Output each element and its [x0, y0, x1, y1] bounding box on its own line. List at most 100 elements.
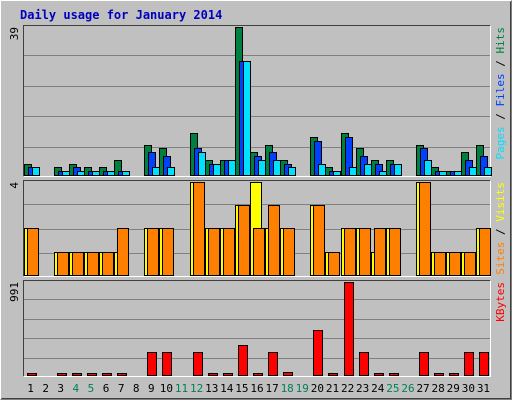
- bar-pages-day-10: [167, 167, 175, 176]
- bar-sites-day-24: [374, 228, 386, 276]
- bar-pages-day-25: [394, 164, 402, 176]
- bar-sites-day-7: [117, 228, 129, 276]
- x-tick-label: 31: [477, 382, 490, 395]
- bar-pages-day-1: [32, 167, 40, 176]
- bar-pages-day-6: [107, 171, 115, 176]
- x-tick-label: 28: [432, 382, 445, 395]
- bar-pages-day-17: [273, 160, 281, 176]
- x-tick-label: 24: [371, 382, 385, 395]
- x-tick-label: 17: [265, 382, 278, 395]
- x-tick-label: 10: [160, 382, 173, 395]
- x-tick-label: 23: [356, 382, 369, 395]
- legend-entry-4: Hits: [494, 27, 507, 54]
- y-max-label: 4: [8, 182, 21, 189]
- panel-legend: Sites / Visits: [494, 182, 507, 275]
- legend-entry-3: /: [494, 54, 507, 74]
- bar-sites-day-21: [328, 252, 340, 276]
- bar-pages-day-21: [333, 171, 341, 176]
- bar-kbytes-day-27: [419, 352, 429, 376]
- chart-panels: 39 Pages / Files / Hits 4 Sites / Visits 991…: [8, 25, 507, 377]
- panel-visits-sites: 4 Sites / Visits: [8, 180, 507, 277]
- bar-sites-day-3: [57, 252, 69, 276]
- bar-kbytes-day-7: [117, 373, 127, 376]
- bar-kbytes-day-22: [344, 282, 354, 376]
- bar-kbytes-day-9: [147, 352, 157, 376]
- panel-legend: KBytes: [494, 282, 507, 322]
- bar-kbytes-day-6: [102, 373, 112, 376]
- y-max-label: 39: [8, 27, 21, 40]
- plot-area: [23, 25, 491, 177]
- bar-kbytes-day-21: [328, 373, 338, 376]
- x-tick-label: 21: [326, 382, 339, 395]
- bar-sites-day-28: [434, 252, 446, 276]
- plot-border-highlight: [23, 180, 491, 277]
- panel-kbytes: 991 KBytes: [8, 280, 507, 377]
- bar-kbytes-day-5: [87, 373, 97, 376]
- legend-entry-0: KBytes: [494, 282, 507, 322]
- bar-pages-day-4: [77, 171, 85, 176]
- bar-sites-day-18: [283, 228, 295, 276]
- bar-kbytes-day-20: [313, 330, 323, 376]
- bar-pages-day-15: [243, 61, 251, 176]
- bar-sites-day-30: [464, 252, 476, 276]
- plot-border-shadow: [23, 25, 491, 177]
- bar-kbytes-day-12: [193, 352, 203, 376]
- bar-pages-day-14: [228, 160, 236, 176]
- bar-pages-day-20: [318, 164, 326, 176]
- x-axis-tick-labels: 1 2 3 4 5 6 7 8 9 10 11 12 13 14 15 16 17 18 19 20 21 22 23 24 2…: [27, 382, 490, 395]
- x-tick-label: 30: [462, 382, 475, 395]
- x-tick-label: 27: [416, 382, 429, 395]
- bar-kbytes-day-25: [389, 373, 399, 376]
- x-tick-label: 18: [281, 382, 294, 395]
- plot-border-shadow: [23, 280, 491, 377]
- x-tick-label: 25: [386, 382, 399, 395]
- plot-border-shadow: [23, 180, 491, 277]
- bar-kbytes-day-10: [162, 352, 172, 376]
- bar-kbytes-day-30: [464, 352, 474, 376]
- bar-pages-day-16: [258, 160, 266, 176]
- legend-entry-0: Pages: [494, 126, 507, 159]
- x-tick-label: 13: [205, 382, 218, 395]
- bar-pages-day-24: [379, 171, 387, 176]
- x-tick-label: 3: [57, 382, 64, 395]
- legend-entry-0: Sites: [494, 242, 507, 275]
- bar-sites-day-29: [449, 252, 461, 276]
- bar-sites-day-10: [162, 228, 174, 276]
- bar-pages-day-28: [439, 171, 447, 176]
- bar-pages-day-7: [122, 171, 130, 176]
- legend-entry-2: Files: [494, 73, 507, 106]
- bar-sites-day-6: [102, 252, 114, 276]
- x-tick-label: 7: [118, 382, 125, 395]
- plot-border-highlight: [23, 25, 491, 177]
- bar-kbytes-day-3: [57, 373, 67, 376]
- bar-kbytes-day-18: [283, 372, 293, 376]
- bar-kbytes-day-4: [72, 373, 82, 376]
- series-kbytes: [27, 282, 489, 376]
- x-tick-label: 6: [103, 382, 110, 395]
- x-tick-label: 4: [73, 382, 80, 395]
- bar-sites-day-15: [238, 205, 250, 276]
- bar-pages-day-5: [92, 171, 100, 176]
- bar-pages-day-18: [288, 167, 296, 176]
- bar-pages-day-29: [454, 171, 462, 176]
- bar-sites-day-17: [268, 205, 280, 276]
- bar-sites-day-27: [419, 182, 431, 276]
- plot-border-highlight: [23, 280, 491, 377]
- bar-pages-day-30: [469, 167, 477, 176]
- bar-kbytes-day-13: [208, 373, 218, 376]
- series-sites: [27, 182, 491, 276]
- bar-pages-day-9: [152, 167, 160, 176]
- bar-sites-day-4: [72, 252, 84, 276]
- bar-kbytes-day-28: [434, 373, 444, 376]
- x-tick-label: 19: [296, 382, 309, 395]
- bar-sites-day-5: [87, 252, 99, 276]
- legend-entry-1: /: [494, 222, 507, 242]
- bar-kbytes-day-29: [449, 373, 459, 376]
- x-tick-label: 1: [27, 382, 34, 395]
- bar-kbytes-day-23: [359, 352, 369, 376]
- y-max-label: 991: [8, 282, 21, 302]
- bar-pages-day-13: [213, 164, 221, 176]
- bar-pages-day-31: [484, 167, 492, 176]
- bar-kbytes-day-15: [238, 345, 248, 376]
- bar-sites-day-23: [359, 228, 371, 276]
